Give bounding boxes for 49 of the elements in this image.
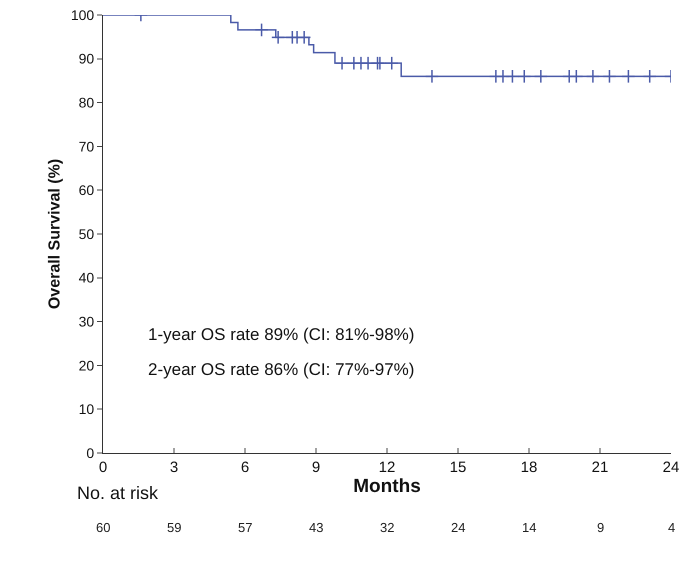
point (505, 69, 520, 84)
text: 60 (96, 520, 110, 535)
point (569, 69, 584, 84)
y-tick-label: 20 (78, 357, 94, 374)
x-tick-label: 24 (662, 459, 680, 476)
point (334, 56, 350, 70)
point (297, 30, 312, 44)
point (534, 69, 548, 84)
x-tick-label: 3 (170, 459, 178, 476)
x-axis-title: Months (353, 476, 421, 497)
point (254, 22, 269, 37)
point (424, 69, 440, 84)
x-tick-label: 9 (312, 459, 320, 476)
y-tick-label: 0 (86, 444, 94, 461)
x-tick-label: 18 (520, 459, 538, 476)
y-tick-label: 50 (78, 226, 94, 242)
point (602, 69, 617, 84)
y-tick-label: 100 (70, 6, 94, 23)
x-tick-label: 15 (450, 459, 466, 476)
y-tick-label: 70 (78, 138, 94, 154)
x-tick-label: 21 (592, 459, 608, 476)
y-axis-title: Overall Survival (%) (46, 158, 64, 310)
text: No. at risk (77, 483, 160, 503)
y-tick-label: 30 (78, 314, 94, 330)
text: 4 (668, 520, 676, 535)
text: 59 (167, 520, 182, 535)
text: 32 (380, 520, 394, 535)
y-tick-label: 80 (78, 94, 94, 110)
x-tick-label: 6 (240, 459, 250, 476)
point (642, 69, 657, 84)
text: 14 (522, 520, 536, 535)
x-tick-label: 0 (98, 459, 108, 476)
y-tick-label: 40 (78, 270, 94, 286)
point (621, 69, 636, 84)
text: 57 (238, 520, 252, 535)
text: 43 (309, 520, 324, 535)
y-tick-label: 10 (78, 401, 94, 418)
text: 9 (597, 520, 604, 535)
y-tick-label: 60 (78, 182, 94, 198)
point (517, 69, 532, 84)
x-tick-label: 12 (378, 459, 396, 476)
text: 24 (451, 520, 466, 535)
annotation: 2-year OS rate 86% (CI: 77%-97%) (148, 360, 414, 379)
y-tick-label: 90 (78, 50, 94, 67)
point (271, 30, 286, 44)
point (586, 69, 600, 84)
point (372, 56, 387, 70)
point (384, 56, 399, 70)
annotation: 1-year OS rate 89% (CI: 81%-98%) (148, 325, 414, 344)
